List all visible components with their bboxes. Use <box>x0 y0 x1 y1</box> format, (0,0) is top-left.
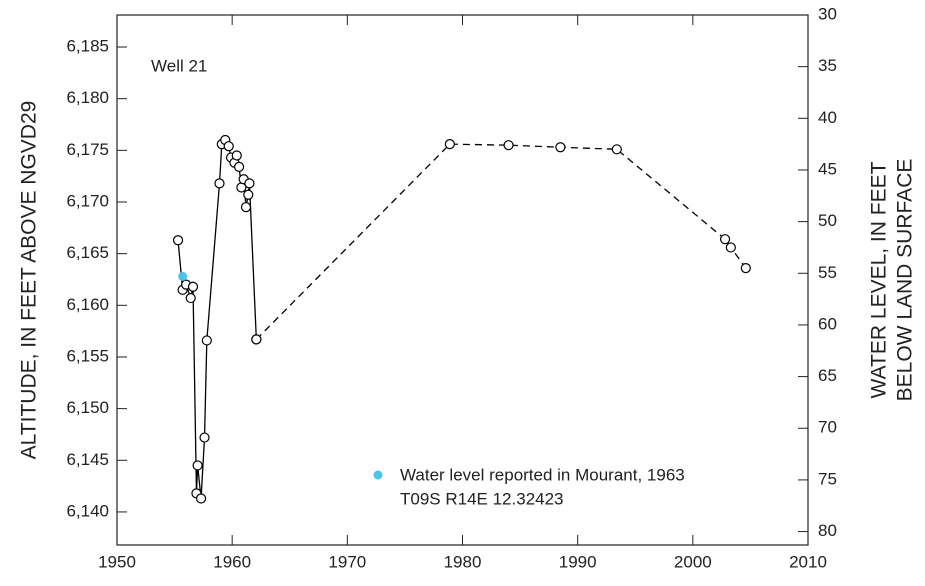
y2-tick-label: 80 <box>818 521 837 540</box>
data-point <box>172 235 184 246</box>
data-point <box>719 234 731 245</box>
x-tick-label: 1980 <box>444 552 482 571</box>
data-point <box>725 242 736 253</box>
x-tick-label: 1950 <box>98 552 136 571</box>
data-point <box>231 150 242 161</box>
y-tick-label: 6,170 <box>66 191 109 210</box>
data-point <box>503 140 514 151</box>
data-point <box>243 189 254 200</box>
x-tick-label: 2000 <box>674 552 712 571</box>
y2-tick-label: 55 <box>818 263 837 282</box>
data-point <box>740 263 751 274</box>
data-point <box>223 141 234 152</box>
data-point <box>195 493 207 504</box>
data-point <box>611 144 622 155</box>
data-point <box>240 202 252 213</box>
data-point <box>201 335 212 346</box>
data-point <box>555 142 566 153</box>
y2-axis-title: WATER LEVEL, IN FEET <box>868 161 891 398</box>
y2-tick-label: 40 <box>818 108 837 127</box>
x-tick-label: 1990 <box>559 552 597 571</box>
data-point <box>199 432 210 443</box>
data-point <box>185 292 196 304</box>
annotation: T09S R14E 12.32423 <box>400 489 564 508</box>
y-tick-label: 6,140 <box>66 501 109 520</box>
data-point <box>233 161 245 172</box>
data-point <box>187 281 199 292</box>
y-axis-title: ALTITUDE, IN FEET ABOVE NGVD29 <box>18 101 41 460</box>
data-line <box>255 143 747 340</box>
data-point <box>244 178 255 189</box>
data-point <box>178 271 188 281</box>
y2-tick-label: 65 <box>818 366 837 385</box>
legend-label: Water level reported in Mourant, 1963 <box>400 465 685 484</box>
data-point <box>192 460 203 471</box>
data-point <box>444 139 455 150</box>
y2-tick-label: 45 <box>818 159 837 178</box>
x-tick-label: 1960 <box>213 552 251 571</box>
y2-axis-title: BELOW LAND SURFACE <box>894 159 917 402</box>
y-tick-label: 6,155 <box>66 346 109 365</box>
y-tick-label: 6,165 <box>66 243 109 262</box>
y-tick-label: 6,145 <box>66 450 109 469</box>
x-tick-label: 2010 <box>789 552 827 571</box>
y-tick-label: 6,150 <box>66 398 109 417</box>
data-point <box>251 334 262 345</box>
y-tick-label: 6,175 <box>66 140 109 159</box>
y-tick-label: 6,160 <box>66 295 109 314</box>
y2-tick-label: 30 <box>818 4 837 23</box>
legend-marker <box>373 470 383 480</box>
y2-tick-label: 75 <box>818 469 837 488</box>
y2-tick-label: 60 <box>818 314 837 333</box>
x-tick-label: 1970 <box>328 552 366 571</box>
y-tick-label: 6,185 <box>66 37 109 56</box>
y-tick-label: 6,180 <box>66 88 109 107</box>
y2-tick-label: 35 <box>818 56 837 75</box>
y2-tick-label: 70 <box>818 418 837 437</box>
y2-tick-label: 50 <box>818 211 837 230</box>
annotation: Well 21 <box>151 56 207 75</box>
data-point <box>214 178 225 189</box>
